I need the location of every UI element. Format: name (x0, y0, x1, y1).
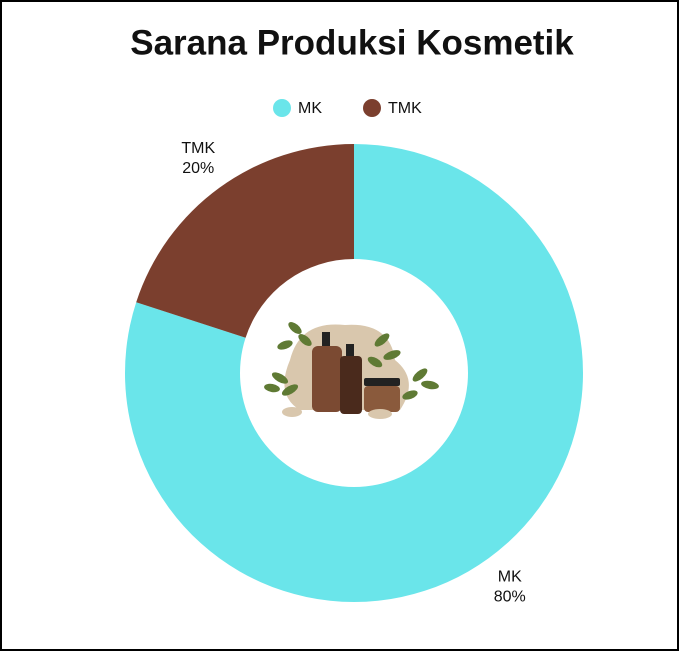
legend-swatch (363, 99, 381, 117)
legend-label: TMK (388, 100, 422, 117)
chart-title: Sarana Produksi Kosmetik (130, 23, 574, 62)
slice-category: MK (498, 569, 522, 586)
slice-category: TMK (181, 140, 215, 157)
legend-label: MK (298, 100, 322, 117)
slice-value-label: 80% (494, 589, 526, 606)
legend-swatch (273, 99, 291, 117)
chart: Sarana Produksi Kosmetik (0, 0, 680, 652)
slice-value-label: 20% (182, 160, 214, 177)
